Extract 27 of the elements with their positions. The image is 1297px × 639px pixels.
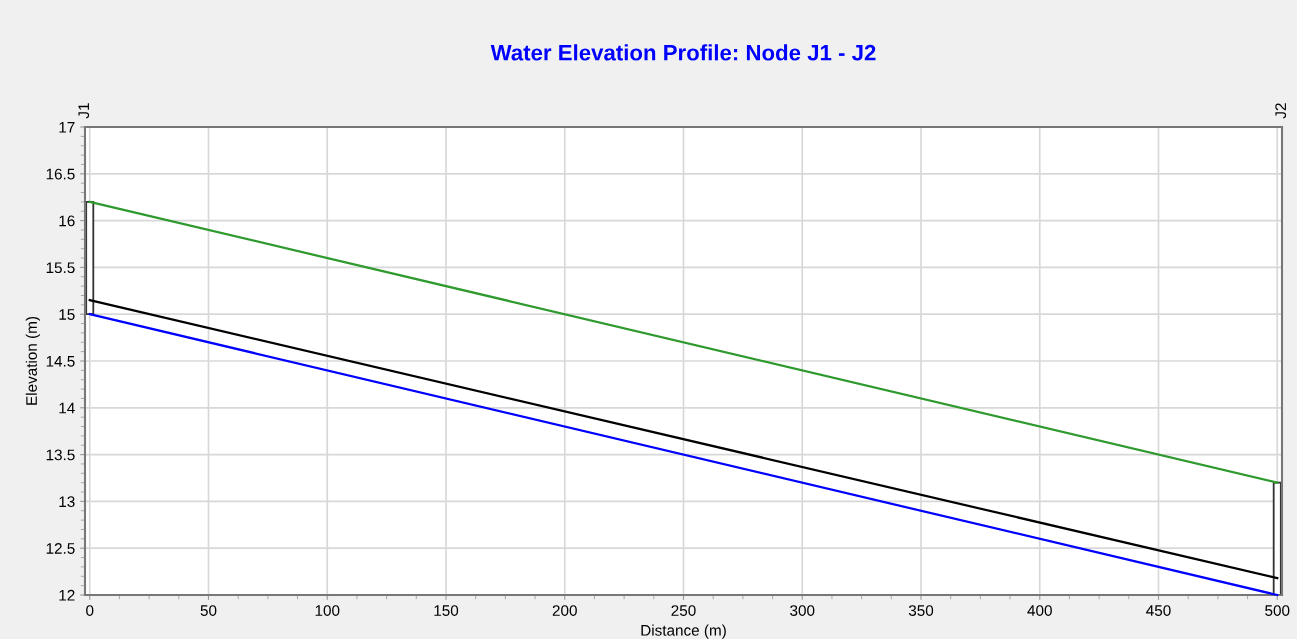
- x-tick-label: 500: [1265, 605, 1290, 616]
- x-tick-label: 400: [1027, 605, 1052, 616]
- x-tick-label: 300: [790, 605, 815, 616]
- y-tick-label: 16.5: [46, 168, 75, 180]
- x-tick-label: 0: [86, 605, 94, 616]
- y-tick-label: 14: [59, 402, 75, 414]
- text: J1: [78, 103, 90, 119]
- y-tick-label: 16: [59, 215, 75, 227]
- y-tick-label: 17: [59, 122, 75, 133]
- x-axis-title: Distance (m): [641, 624, 726, 639]
- x-tick-label: 200: [552, 605, 577, 616]
- y-tick-label: 13: [59, 496, 75, 508]
- x-tick-label: 350: [908, 605, 934, 616]
- y-tick-label: 12.5: [46, 543, 75, 554]
- x-tick-label: 150: [434, 605, 459, 616]
- y-tick-label: 13.5: [46, 449, 75, 461]
- text: J2: [1275, 103, 1287, 119]
- y-tick-label: 15.5: [46, 262, 75, 274]
- y-tick-label: 12: [59, 589, 75, 601]
- y-axis-title: Elevation (m): [25, 316, 40, 405]
- x-tick-label: 50: [200, 605, 217, 616]
- y-tick-label: 15: [59, 309, 75, 320]
- x-tick-label: 100: [315, 605, 340, 616]
- x-tick-label: 450: [1146, 605, 1171, 616]
- chart-title: Water Elevation Profile: Node J1 - J2: [490, 44, 876, 61]
- y-tick-label: 14.5: [46, 356, 75, 367]
- x-tick-label: 250: [671, 605, 696, 616]
